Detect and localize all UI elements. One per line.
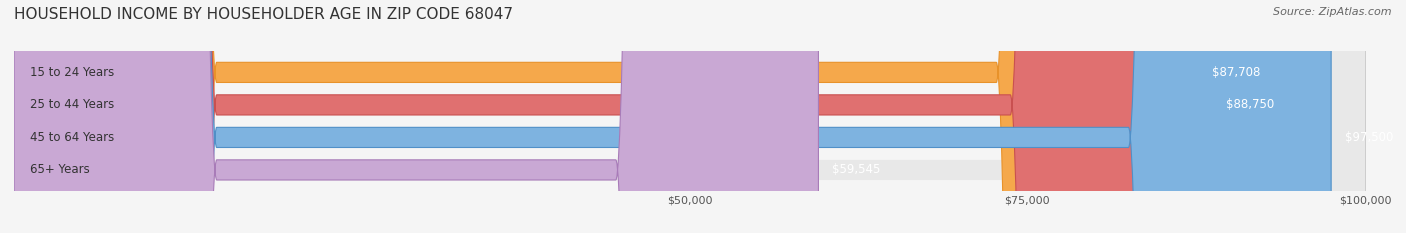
Text: Source: ZipAtlas.com: Source: ZipAtlas.com [1274, 7, 1392, 17]
Text: 15 to 24 Years: 15 to 24 Years [31, 66, 114, 79]
FancyBboxPatch shape [14, 0, 1365, 233]
FancyBboxPatch shape [14, 0, 1365, 233]
Text: $97,500: $97,500 [1344, 131, 1393, 144]
FancyBboxPatch shape [14, 0, 1365, 233]
Text: $87,708: $87,708 [1212, 66, 1261, 79]
Text: HOUSEHOLD INCOME BY HOUSEHOLDER AGE IN ZIP CODE 68047: HOUSEHOLD INCOME BY HOUSEHOLDER AGE IN Z… [14, 7, 513, 22]
Text: $88,750: $88,750 [1226, 98, 1275, 111]
FancyBboxPatch shape [14, 0, 818, 233]
Text: $59,545: $59,545 [832, 163, 880, 176]
Text: 65+ Years: 65+ Years [31, 163, 90, 176]
Text: 45 to 64 Years: 45 to 64 Years [31, 131, 114, 144]
FancyBboxPatch shape [14, 0, 1199, 233]
FancyBboxPatch shape [14, 0, 1331, 233]
Text: 25 to 44 Years: 25 to 44 Years [31, 98, 114, 111]
FancyBboxPatch shape [14, 0, 1213, 233]
FancyBboxPatch shape [14, 0, 1365, 233]
